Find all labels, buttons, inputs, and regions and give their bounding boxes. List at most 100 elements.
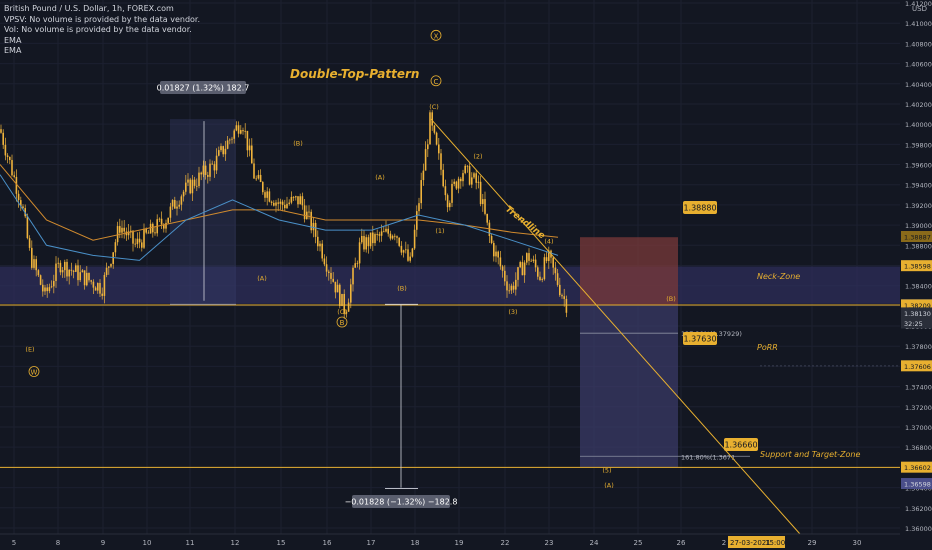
price-tick-label: 1.36200 [905,505,932,513]
candle-body [537,267,539,277]
candle-body [35,259,37,271]
candle-body [515,279,517,290]
candle-body [565,298,568,313]
candle-body [363,235,365,250]
candle-body [39,275,42,285]
price-tick-label: 1.39600 [905,162,932,170]
wave-label: (B) [666,295,676,303]
wave-label: W [31,368,38,376]
time-tick-label: 18 [411,539,420,547]
candle-body [174,199,176,209]
candle-body [314,222,317,237]
time-tick-label: 17 [367,539,376,547]
candle-body [534,259,537,268]
candle-body [22,206,24,209]
candle-body [413,229,416,249]
candle-body [361,235,363,243]
candle-body [189,179,191,194]
candle-body [519,262,521,268]
candle-body [255,178,257,180]
candle-body [345,311,348,314]
wave-label: (5) [602,466,611,474]
candle-body [143,228,145,248]
wave-label: (A) [257,275,267,283]
candle-body [431,112,433,126]
candle-body [504,270,506,282]
candle-body [222,146,224,155]
candle-body [42,284,44,292]
time-tick-label: 23 [545,539,554,547]
wave-label: (E) [25,345,34,353]
candle-body [435,132,438,145]
candle-body [479,181,482,205]
price-axis[interactable] [900,0,932,550]
price-label: 1.36602 [904,464,931,472]
candle-body [11,160,13,176]
candle-body [92,281,95,288]
candle-body [539,276,541,280]
trendline[interactable] [430,118,801,535]
candle-body [475,173,477,183]
time-axis[interactable] [0,534,900,550]
candle-body [53,280,55,287]
candle-body [259,174,262,183]
time-tick-label: 8 [56,539,60,547]
ema-indicator-label[interactable]: EMA [4,35,22,45]
candle-body [279,201,282,204]
price-label: 32:25 [904,320,923,328]
price-label-bg [901,307,932,319]
candle-body [521,262,524,276]
volume-indicator-label[interactable]: Vol: No volume is provided by the data v… [4,25,192,34]
candle-body [561,295,563,297]
wave-label: (3) [508,308,517,316]
candle-body [26,216,29,239]
symbol-title[interactable]: British Pound / U.S. Dollar, 1h, FOREX.c… [4,4,174,13]
time-tick-label: 10 [143,539,152,547]
time-badge: 15:00 [765,539,785,547]
candle-body [308,211,310,213]
vpsv-indicator-label[interactable]: VPSV: No volume is provided by the data … [4,14,201,24]
stop-loss-zone[interactable] [580,237,678,305]
candle-body [541,279,543,280]
candle-body [44,287,46,292]
candle-body [207,174,209,177]
candle-body [20,200,22,207]
candle-body [405,249,407,251]
price-tick-label: 1.39400 [905,182,932,190]
currency-label: USD [912,5,927,13]
candle-body [389,233,392,239]
ema-indicator-label-2[interactable]: EMA [4,46,22,55]
candle-body [90,280,92,282]
price-label: 1.38209 [904,302,931,310]
price-tick-label: 1.40800 [905,40,932,48]
price-tick-label: 1.38800 [905,242,932,250]
candle-body [152,223,154,233]
target-zone-box[interactable] [580,304,678,468]
price-tick-label: 1.39200 [905,202,932,210]
candle-body [136,238,139,245]
candle-body [97,283,99,291]
candle-body [198,172,200,187]
candle-body [473,173,475,178]
wave-circle [28,366,40,377]
candle-body [66,261,68,277]
support-target-label: Support and Target-Zone [760,450,860,459]
candle-body [134,243,136,245]
price-tick-label: 1.40000 [905,121,932,129]
time-tick-label: 12 [231,539,240,547]
candle-body [411,248,414,257]
candle-body [365,237,367,250]
candle-body [132,230,134,244]
candle-body [196,185,198,187]
candle-body [75,265,77,272]
candle-body [2,132,4,145]
time-tick-label: 15 [277,539,286,547]
candle-body [444,186,447,196]
measure-up-label-bg [160,81,246,94]
time-tick-label: 25 [634,539,643,547]
candle-body [145,228,147,233]
candle-body [323,258,326,265]
candle-body [328,271,330,273]
candle-body [510,285,513,291]
